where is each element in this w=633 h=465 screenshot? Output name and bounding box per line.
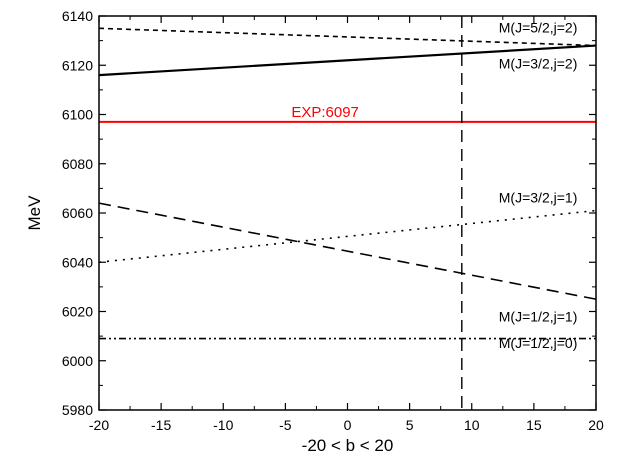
series-line-1 (98, 44, 597, 77)
series-line-3 (98, 202, 597, 300)
x-tick-label: 20 (588, 417, 604, 433)
y-axis-title: MeV (25, 195, 44, 231)
plot-marks: EXP:6097 (98, 16, 597, 410)
series-label-4: M(J=1/2,j=0) (499, 335, 578, 351)
x-tick-label: -15 (151, 417, 171, 433)
y-tick-label: 5980 (62, 402, 93, 418)
y-tick-label: 6120 (62, 57, 93, 73)
x-tick-label: -5 (279, 417, 292, 433)
axis-ticks (98, 15, 597, 411)
reference-line-label: EXP:6097 (291, 104, 359, 121)
x-tick-label: 0 (344, 417, 352, 433)
series-line-2 (98, 209, 597, 264)
series-label-0: M(J=5/2,j=2) (499, 20, 578, 36)
y-tick-label: 6100 (62, 107, 93, 123)
y-tick-label: 6140 (62, 8, 93, 24)
x-tick-label: -20 (89, 417, 109, 433)
y-tick-label: 6000 (62, 353, 93, 369)
y-tick-label: 6040 (62, 254, 93, 270)
series-label-1: M(J=3/2,j=2) (499, 56, 578, 72)
x-tick-label: 10 (464, 417, 480, 433)
series-labels: M(J=5/2,j=2) M(J=3/2,j=2) M(J=3/2,j=1) M(J=… (499, 20, 578, 351)
tick-labels: -20 -15 -10 -5 0 5 10 15 20 5980 6000 6020 6040 6060 6… (62, 8, 604, 433)
series-line-0 (98, 27, 597, 47)
x-tick-label: 5 (406, 417, 414, 433)
y-tick-label: 6020 (62, 304, 93, 320)
series-label-2: M(J=3/2,j=1) (499, 189, 578, 205)
series-label-3: M(J=1/2,j=1) (499, 308, 578, 324)
x-tick-label: -10 (213, 417, 233, 433)
x-axis-title: -20 < b < 20 (302, 436, 394, 455)
y-tick-label: 6080 (62, 156, 93, 172)
y-tick-label: 6060 (62, 205, 93, 221)
x-tick-label: 15 (526, 417, 542, 433)
